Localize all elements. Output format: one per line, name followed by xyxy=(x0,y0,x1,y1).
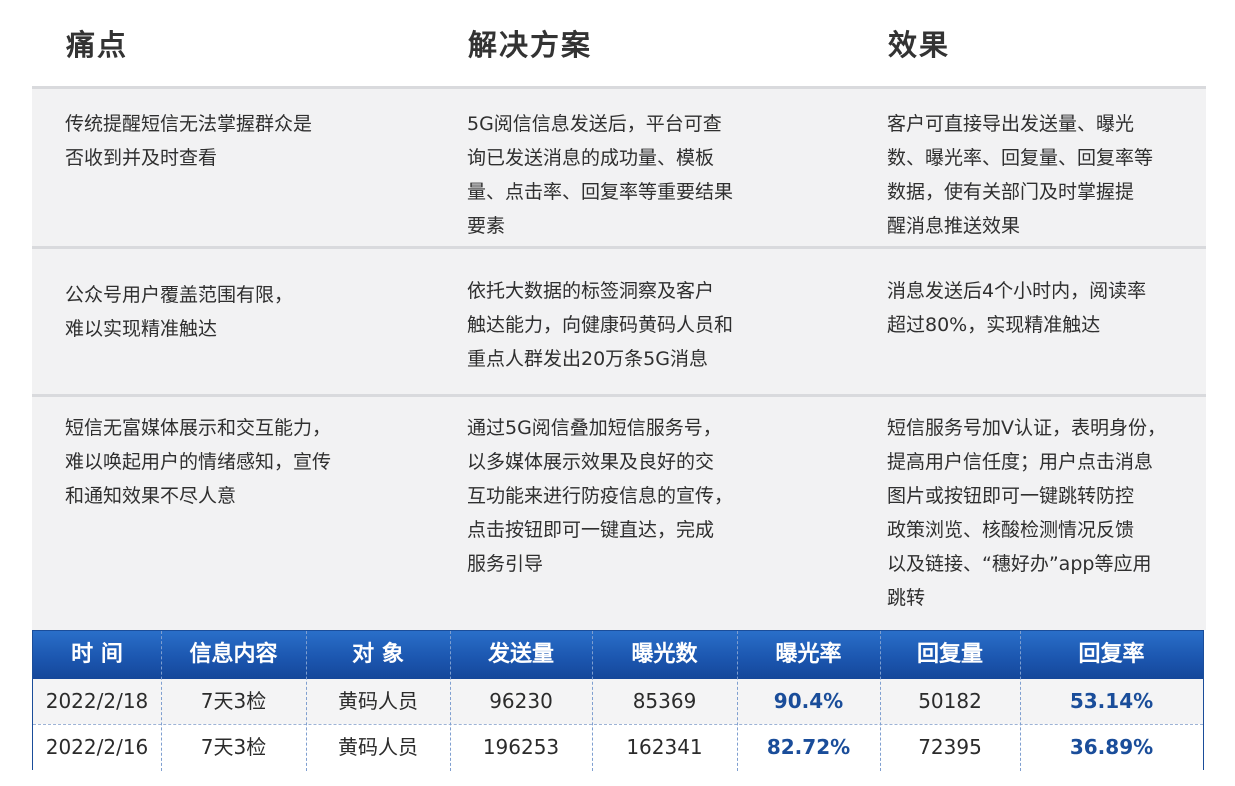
column-header-target: 对 象 xyxy=(352,642,404,667)
divider xyxy=(32,394,1206,397)
column-header-time: 时 间 xyxy=(71,642,123,667)
header-solution: 解决方案 xyxy=(468,28,593,62)
cell-content: 7天3检 xyxy=(200,735,267,759)
row-2-solution: 依托大数据的标签洞察及客户 触达能力，向健康码黄码人员和 重点人群发出20万条5… xyxy=(467,280,734,370)
row-3-pain: 短信无富媒体展示和交互能力， 难以唤起用户的情绪感知，宣传 和通知效果不尽人意 xyxy=(65,417,332,507)
cell-sent: 196253 xyxy=(482,735,560,759)
column-divider xyxy=(306,631,307,771)
cell-replies: 72395 xyxy=(918,735,982,759)
column-header-replies: 回复量 xyxy=(916,642,983,667)
column-header-content: 信息内容 xyxy=(189,642,278,667)
cell-target: 黄码人员 xyxy=(338,735,418,759)
cell-target: 黄码人员 xyxy=(338,689,418,713)
table-row: 2022/2/18 7天3检 黄码人员 96230 85369 90.4% 50… xyxy=(33,679,1203,724)
row-1-pain: 传统提醒短信无法掌握群众是 否收到并及时查看 xyxy=(65,113,313,169)
cell-time: 2022/2/16 xyxy=(45,735,149,759)
results-table: 时 间 信息内容 对 象 发送量 曝光数 曝光率 回复量 回复率 2022/2/… xyxy=(32,630,1204,771)
row-1-solution: 5G阅信信息发送后，平台可查 询已发送消息的成功量、模板 量、点击率、回复率等重… xyxy=(467,113,734,237)
comparison-row-1: 传统提醒短信无法掌握群众是 否收到并及时查看 5G阅信信息发送后，平台可查 询已… xyxy=(32,89,1206,246)
column-divider xyxy=(450,631,451,771)
cell-reply-rate: 36.89% xyxy=(1069,735,1154,759)
section-header: 痛点 解决方案 效果 xyxy=(32,0,1206,86)
row-divider xyxy=(33,724,1203,725)
column-divider xyxy=(880,631,881,771)
header-pain: 痛点 xyxy=(66,28,129,62)
table-row: 2022/2/16 7天3检 黄码人员 196253 162341 82.72%… xyxy=(33,725,1203,770)
row-2-pain: 公众号用户覆盖范围有限， 难以实现精准触达 xyxy=(65,284,294,340)
cell-exposure-rate: 90.4% xyxy=(773,689,844,713)
column-header-exposures: 曝光数 xyxy=(631,642,698,667)
header-effect: 效果 xyxy=(888,28,951,62)
row-1-effect: 客户可直接导出发送量、曝光 数、曝光率、回复量、回复率等 数据，使有关部门及时掌… xyxy=(887,113,1154,237)
cell-exposures: 162341 xyxy=(626,735,703,759)
divider xyxy=(32,246,1206,249)
cell-exposure-rate: 82.72% xyxy=(766,735,851,759)
row-3-solution: 通过5G阅信叠加短信服务号， 以多媒体展示效果及良好的交 互功能来进行防疫信息的… xyxy=(467,417,734,575)
cell-time: 2022/2/18 xyxy=(45,689,149,713)
column-divider xyxy=(1020,631,1021,771)
cell-sent: 96230 xyxy=(489,689,553,713)
cell-content: 7天3检 xyxy=(200,689,267,713)
cell-replies: 50182 xyxy=(918,689,982,713)
row-3-effect: 短信服务号加V认证，表明身份， 提高用户信任度；用户点击消息 图片或按钮即可一键… xyxy=(887,417,1166,609)
comparison-row-2: 公众号用户覆盖范围有限， 难以实现精准触达 依托大数据的标签洞察及客户 触达能力… xyxy=(32,249,1206,394)
column-header-exposure-rate: 曝光率 xyxy=(775,642,842,667)
cell-reply-rate: 53.14% xyxy=(1069,689,1154,713)
column-divider xyxy=(737,631,738,771)
column-divider xyxy=(161,631,162,771)
table-header: 时 间 信息内容 对 象 发送量 曝光数 曝光率 回复量 回复率 xyxy=(33,631,1203,679)
column-header-reply-rate: 回复率 xyxy=(1078,642,1145,667)
comparison-row-3: 短信无富媒体展示和交互能力， 难以唤起用户的情绪感知，宣传 和通知效果不尽人意 … xyxy=(32,397,1206,630)
column-divider xyxy=(592,631,593,771)
cell-exposures: 85369 xyxy=(632,689,697,713)
divider xyxy=(32,86,1206,89)
column-header-sent: 发送量 xyxy=(487,642,554,667)
row-2-effect: 消息发送后4个小时内，阅读率 超过80%，实现精准触达 xyxy=(887,280,1147,336)
